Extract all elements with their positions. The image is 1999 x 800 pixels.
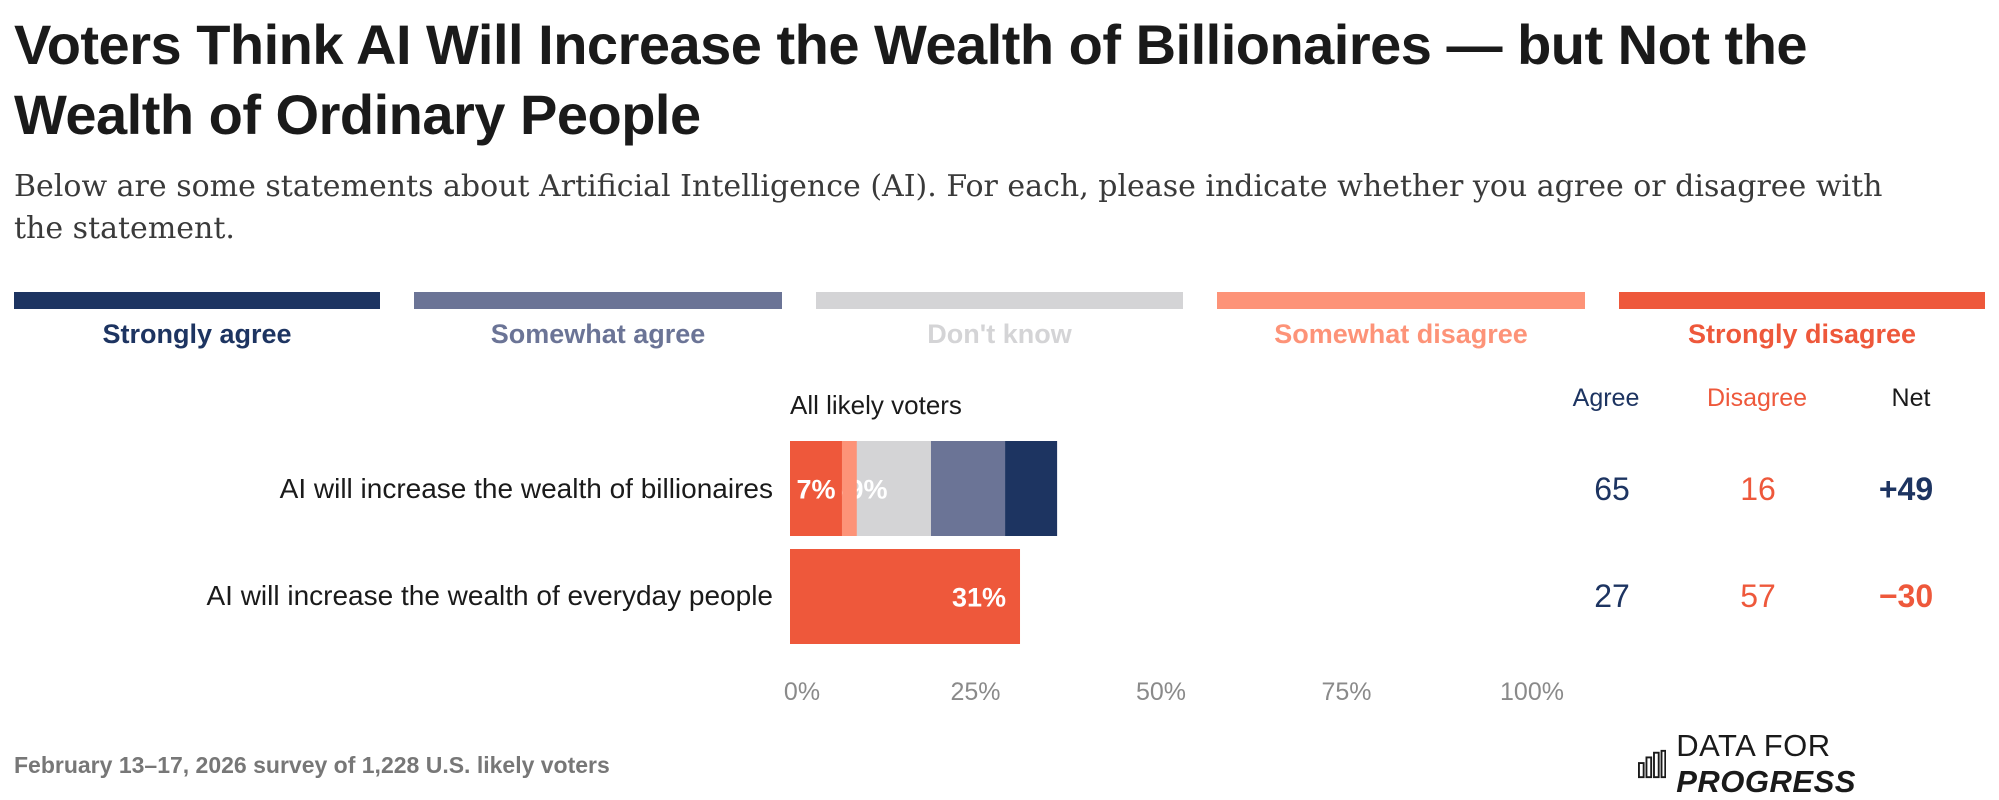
survey-footnote: February 13–17, 2026 survey of 1,228 U.S…: [14, 752, 610, 778]
chart-title: Voters Think AI Will Increase the Wealth…: [14, 13, 1808, 146]
legend-swatch: [14, 292, 380, 309]
legend-label: Strongly disagree: [1687, 319, 1917, 349]
row-label-everyday-people: AI will increase the wealth of everyday …: [206, 580, 773, 611]
legend-label: Somewhat agree: [490, 319, 706, 349]
net-column-header: Net: [1891, 384, 1931, 412]
net-value: +49: [1878, 471, 1934, 507]
legend-label: Strongly agree: [102, 319, 292, 349]
legend-strongly-agree: Strongly agree: [14, 292, 380, 352]
agree-column-header: Agree: [1572, 384, 1640, 412]
x-tick-label: 0%: [784, 678, 820, 706]
legend-label: Somewhat disagree: [1274, 319, 1528, 349]
legend-label: Don't know: [927, 319, 1072, 349]
bar-data-label: 31%: [952, 583, 1006, 613]
chart-subtitle: Below are some statements about Artifici…: [14, 169, 1883, 246]
bar-chart-logo-icon: [1638, 749, 1667, 779]
x-tick-label: 25%: [950, 678, 1000, 706]
row-label-billionaires: AI will increase the wealth of billionai…: [279, 473, 773, 504]
brand-text-bold: PROGRESS: [1676, 764, 1856, 799]
legend-somewhat-agree: Somewhat agree: [414, 292, 782, 352]
disagree-value: 16: [1740, 471, 1776, 507]
legend-strongly-disagree: Strongly disagree: [1619, 292, 1985, 352]
bar-segment: [790, 441, 842, 536]
brand-logo: DATA FOR PROGRESS: [1638, 728, 1999, 799]
legend-dont-know: Don't know: [816, 292, 1183, 352]
legend-swatch: [1619, 292, 1985, 309]
x-tick-label: 100%: [1500, 678, 1564, 706]
bar-segment: [790, 549, 1021, 644]
x-tick-label: 75%: [1321, 678, 1371, 706]
agree-value: 27: [1594, 578, 1630, 614]
legend-swatch: [1217, 292, 1585, 309]
group-label: All likely voters: [790, 390, 962, 420]
legend-swatch: [816, 292, 1183, 309]
disagree-value: 57: [1740, 578, 1776, 614]
disagree-column-header: Disagree: [1706, 384, 1808, 412]
legend-somewhat-disagree: Somewhat disagree: [1217, 292, 1585, 352]
legend-swatch: [414, 292, 782, 309]
net-value: −30: [1878, 578, 1934, 614]
bar-data-label: 7%: [796, 475, 835, 505]
agree-value: 65: [1594, 471, 1630, 507]
brand-text-light: DATA FOR: [1676, 728, 1831, 763]
x-tick-label: 50%: [1136, 678, 1186, 706]
